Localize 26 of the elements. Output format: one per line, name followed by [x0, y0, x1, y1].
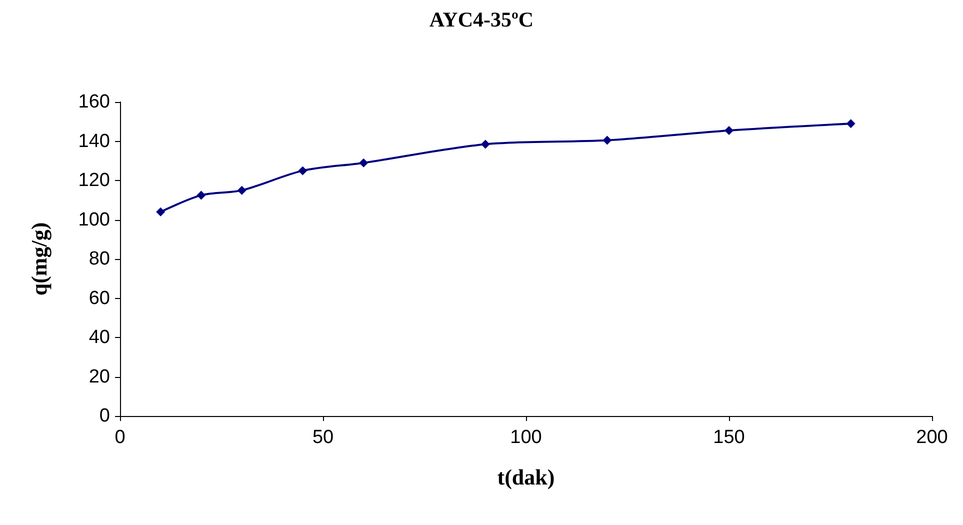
point [298, 166, 308, 176]
y-tick-label: 60 [88, 288, 110, 309]
y-tick-label: 100 [78, 209, 110, 230]
y-axis-title: q(mg/g) [26, 222, 52, 296]
point [156, 207, 166, 216]
x-tick-label: 150 [713, 427, 745, 448]
x-tick-label: 50 [312, 427, 334, 448]
y-tick-label: 20 [88, 366, 110, 388]
y-tick-label: 160 [78, 92, 110, 112]
point [602, 136, 612, 145]
point [359, 158, 368, 168]
x-tick-label: 100 [510, 427, 542, 448]
y-tick-label: 40 [88, 327, 110, 348]
y-tick-label: 140 [78, 130, 110, 152]
point [480, 140, 490, 149]
x-axis-title: t(dak) [497, 464, 555, 490]
point [724, 126, 734, 135]
y-tick-label: 80 [88, 248, 110, 270]
x-tick-label: 0 [114, 427, 126, 448]
y-tick-label: 120 [78, 170, 110, 191]
x-tick-label: 200 [916, 427, 948, 448]
point [237, 186, 246, 195]
chart-title: AYC4-35ºC [429, 8, 534, 32]
point [196, 190, 206, 200]
y-tick-label: 0 [99, 406, 110, 426]
point [846, 119, 856, 128]
